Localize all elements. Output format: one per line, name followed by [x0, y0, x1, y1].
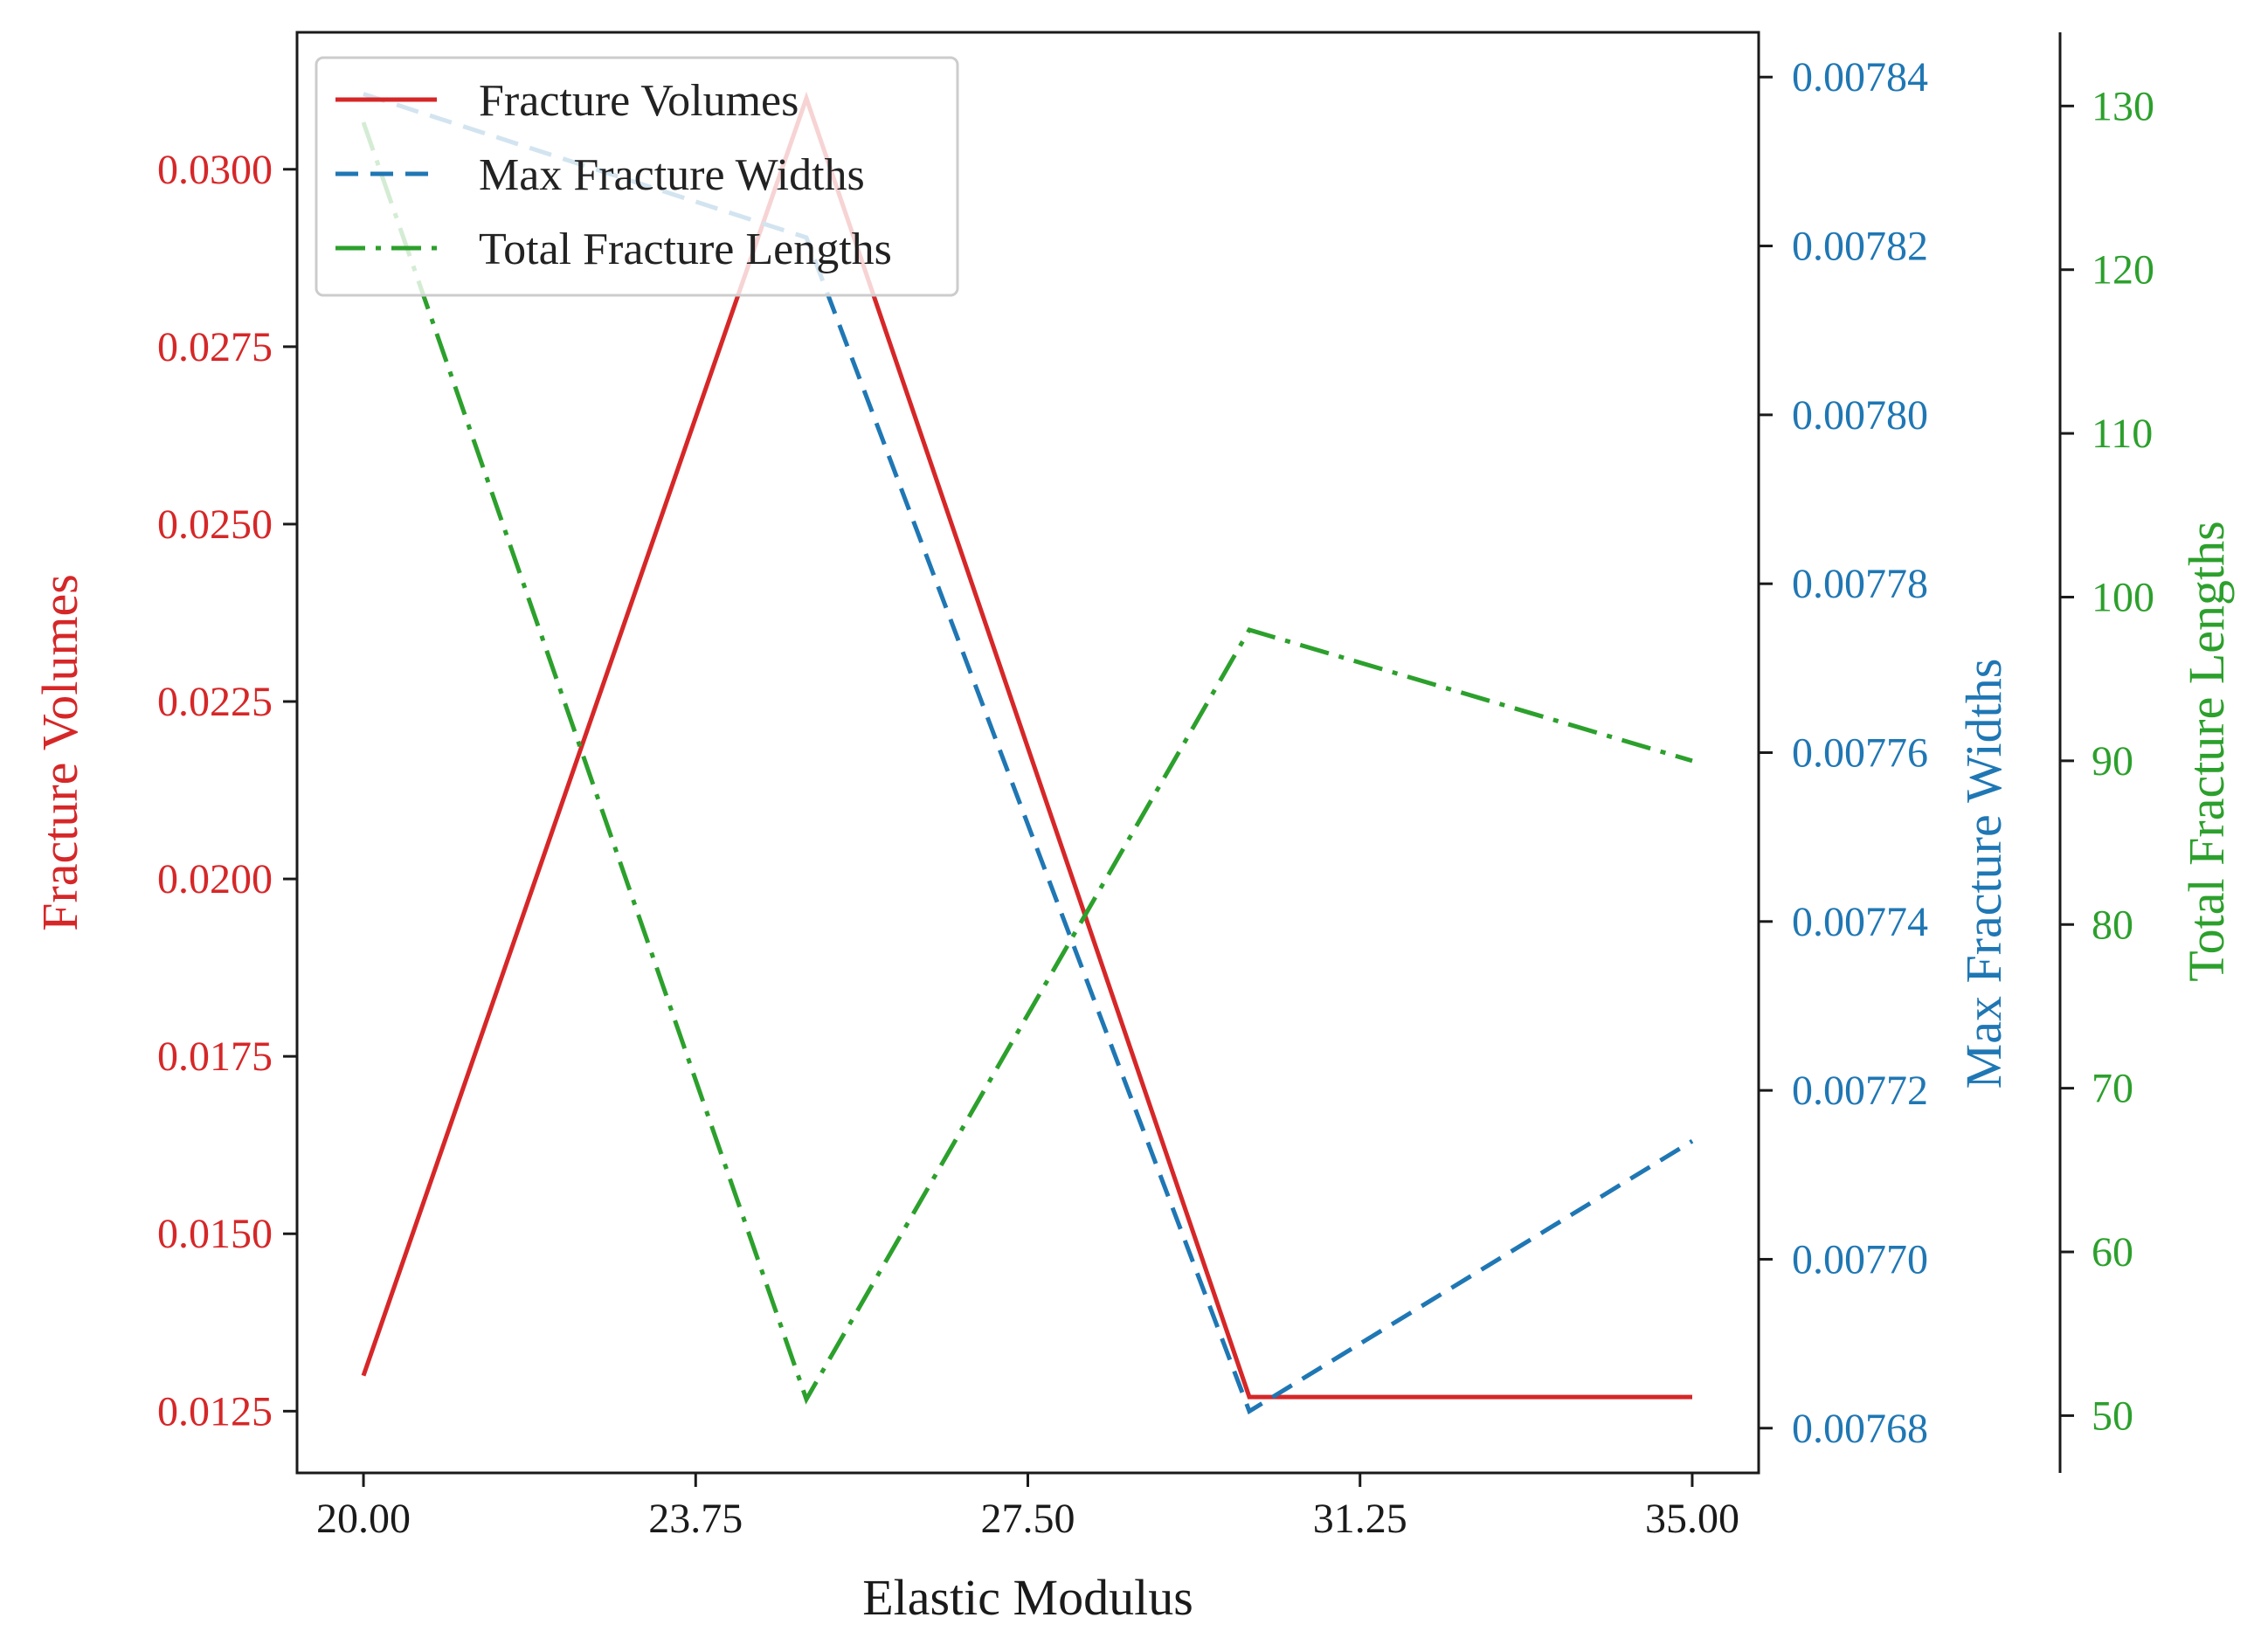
x-axis-title: Elastic Modulus	[862, 1569, 1193, 1626]
left-axis-title: Fracture Volumes	[31, 574, 88, 931]
right-axis-2-tick-label: 130	[2092, 83, 2154, 129]
right-axis-tick-label: 0.00784	[1792, 54, 1928, 100]
right-axis-tick-label: 0.00776	[1792, 730, 1928, 777]
right-axis-2-tick-label: 70	[2092, 1066, 2133, 1112]
right-axis-tick-label: 0.00772	[1792, 1068, 1928, 1114]
left-axis-tick-label: 0.0125	[157, 1388, 273, 1434]
right-axis-tick-label: 0.00770	[1792, 1236, 1928, 1282]
right-axis-total-fracture-lengths: 50 60 70 80 90 100 110 120 130 Total Fracture Len…	[2058, 32, 2235, 1473]
x-axis-tick-label: 27.50	[981, 1496, 1075, 1542]
right-axis-2-tick-label: 90	[2092, 738, 2133, 785]
right-axis-tick-label: 0.00780	[1792, 392, 1928, 439]
right-axis-tick-label: 0.00778	[1792, 561, 1928, 607]
right-axis-2-tick-label: 100	[2092, 574, 2154, 620]
left-axis-tick-label: 0.0200	[157, 856, 273, 902]
legend-box	[315, 56, 959, 297]
left-axis: 0.0125 0.0150 0.0175 0.0200 0.0225 0.0250 0.02…	[31, 147, 297, 1434]
right-axis-tick-label: 0.00782	[1792, 224, 1928, 270]
legend-label: Total Fracture Lengths	[479, 225, 892, 274]
left-axis-tick-label: 0.0225	[157, 679, 273, 725]
x-axis-tick-label: 23.75	[648, 1496, 743, 1542]
x-axis-tick-label: 20.00	[316, 1496, 411, 1542]
series-line-total-fracture-lengths	[361, 121, 1693, 1405]
x-axis: 20.00 23.75 27.50 31.25 35.00 Elastic Modulus	[316, 1473, 1739, 1626]
series-line-fracture-volumes	[361, 91, 1692, 1400]
right-axis-tick-label: 0.00768	[1792, 1406, 1928, 1452]
right-axis-2-tick-label: 120	[2092, 247, 2154, 294]
right-axis-title: Max Fracture Widths	[1955, 659, 2012, 1089]
left-axis-tick-label: 0.0275	[157, 324, 273, 370]
right-axis-2-title: Total Fracture Lengths	[2178, 521, 2235, 981]
x-axis-tick-label: 35.00	[1645, 1496, 1739, 1542]
right-axis-2-tick-label: 80	[2092, 902, 2133, 948]
legend: Fracture Volumes Max Fracture Widths Total…	[315, 56, 959, 297]
x-axis-tick-label: 31.25	[1313, 1496, 1407, 1542]
left-axis-tick-label: 0.0300	[157, 147, 273, 193]
left-axis-tick-label: 0.0175	[157, 1033, 273, 1080]
left-axis-tick-label: 0.0150	[157, 1211, 273, 1257]
right-axis-2-tick-label: 110	[2092, 411, 2153, 457]
legend-label: Max Fracture Widths	[479, 150, 865, 200]
right-axis-tick-label: 0.00774	[1792, 899, 1928, 945]
right-axis-max-fracture-widths: 0.00768 0.00770 0.00772 0.00774 0.00776 0.007…	[1759, 54, 2012, 1452]
left-axis-tick-label: 0.0250	[157, 501, 273, 548]
right-axis-2-tick-label: 60	[2092, 1229, 2133, 1275]
series-layer	[361, 91, 1694, 1415]
series-line-max-fracture-widths	[363, 92, 1694, 1415]
legend-label: Fracture Volumes	[479, 76, 799, 126]
right-axis-2-tick-label: 50	[2092, 1393, 2133, 1439]
